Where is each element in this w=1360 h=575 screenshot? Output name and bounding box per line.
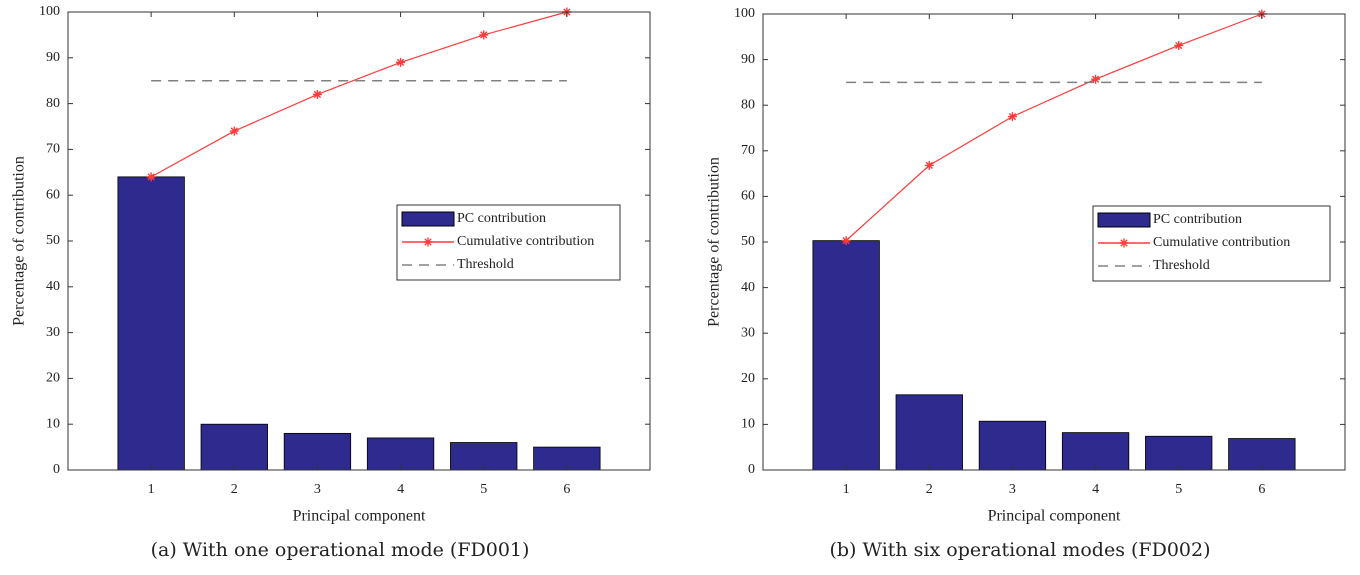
y-tick-label: 10: [46, 416, 60, 431]
x-axis-label: Principal component: [988, 508, 1121, 525]
y-tick-label: 80: [741, 97, 755, 112]
legend-label: Threshold: [1153, 258, 1210, 273]
y-tick-label: 40: [46, 279, 60, 294]
legend-marker: [423, 237, 433, 247]
bar: [812, 240, 880, 471]
y-axis-label: Percentage of contribution: [11, 156, 28, 326]
x-tick-label: 1: [843, 482, 850, 497]
x-tick-label: 4: [1092, 482, 1099, 497]
y-tick-label: 0: [53, 462, 60, 477]
marker: [841, 236, 851, 246]
legend-label: PC contribution: [457, 211, 546, 226]
y-tick-label: 100: [39, 4, 60, 19]
y-tick-label: 90: [741, 52, 755, 67]
legend-marker: [1119, 238, 1129, 248]
y-axis-label: Percentage of contribution: [706, 157, 723, 327]
y-tick-label: 20: [46, 371, 60, 386]
y-tick-label: 30: [46, 325, 60, 340]
marker: [312, 89, 322, 99]
bar: [366, 437, 435, 471]
y-tick-label: 100: [734, 6, 755, 21]
x-tick-label: 6: [1258, 482, 1265, 497]
caption: (a) With one operational mode (FD001): [151, 539, 530, 561]
bar: [117, 176, 185, 471]
legend-label: Cumulative contribution: [457, 234, 594, 249]
legend-label: Threshold: [457, 257, 514, 272]
marker: [146, 172, 156, 182]
chart: 0 10 20 30 40 50 60 70 80 90 100 1 2 3 4 5 6 Principal co…: [706, 6, 1346, 561]
y-tick-label: 70: [741, 143, 755, 158]
bar: [283, 432, 352, 471]
x-tick-label: 6: [563, 482, 570, 497]
y-tick-label: 0: [748, 462, 755, 477]
y-tick-label: 60: [741, 189, 755, 204]
bar: [1061, 432, 1130, 471]
marker: [924, 160, 934, 170]
x-tick-label: 5: [1175, 482, 1182, 497]
bar: [978, 420, 1047, 471]
caption: (b) With six operational modes (FD002): [829, 539, 1210, 561]
x-tick-label: 3: [314, 482, 321, 497]
x-tick-label: 5: [480, 482, 487, 497]
chart: 0 10 20 30 40 50 60 70 80 90 100 1 2 3 4 5 6 Principal co…: [11, 4, 651, 561]
legend-label: Cumulative contribution: [1153, 235, 1290, 250]
bar: [1228, 438, 1296, 471]
cumulative-line: [150, 11, 568, 178]
marker: [1174, 40, 1184, 50]
x-tick-label: 2: [231, 482, 238, 497]
y-tick-label: 70: [46, 142, 60, 157]
x-tick-label: 1: [148, 482, 155, 497]
y-tick-label: 10: [741, 417, 755, 432]
y-tick-label: 60: [46, 187, 60, 202]
legend-swatch: [401, 211, 455, 227]
y-tick-label: 30: [741, 325, 755, 340]
marker: [1007, 112, 1017, 122]
marker: [396, 57, 406, 67]
bar: [1145, 435, 1213, 471]
marker: [479, 30, 489, 40]
y-tick-label: 50: [46, 233, 60, 248]
marker: [229, 126, 239, 136]
y-tick-label: 40: [741, 280, 755, 295]
x-tick-label: 4: [397, 482, 404, 497]
x-tick-label: 2: [926, 482, 933, 497]
bar: [895, 394, 963, 471]
cumulative-line: [845, 13, 1263, 242]
y-tick-label: 90: [46, 50, 60, 65]
x-tick-label: 3: [1009, 482, 1016, 497]
y-tick-label: 80: [46, 96, 60, 111]
legend-swatch: [1097, 212, 1151, 228]
bar: [200, 423, 268, 471]
x-axis-label: Principal component: [293, 508, 426, 525]
y-tick-label: 20: [741, 371, 755, 386]
y-tick-label: 50: [741, 234, 755, 249]
legend-label: PC contribution: [1153, 212, 1242, 227]
marker: [1091, 74, 1101, 84]
